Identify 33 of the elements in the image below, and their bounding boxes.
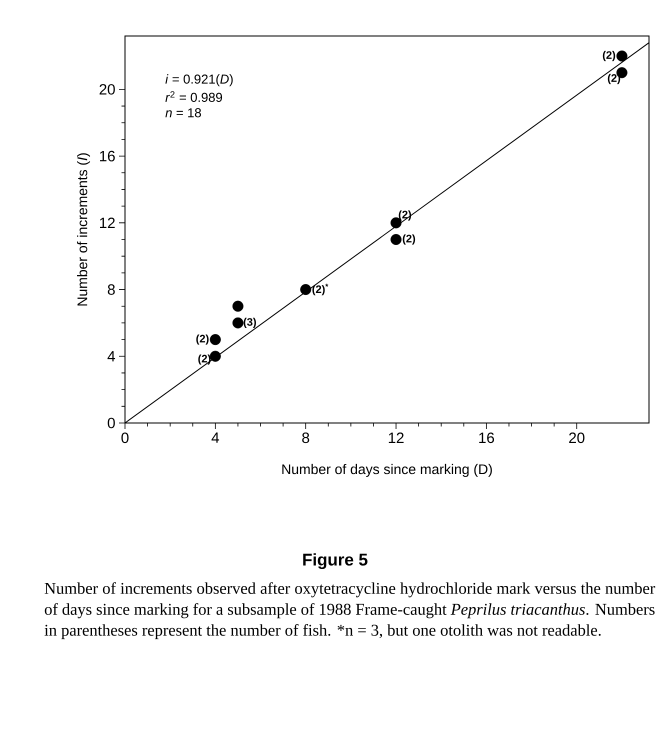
annotation: n = 18 — [165, 108, 201, 118]
y-tick-label: 16 — [100, 150, 115, 162]
y-tick-label: 4 — [108, 351, 116, 362]
annotation: (2) — [196, 334, 209, 345]
y-tick-label: 20 — [100, 84, 115, 95]
y-tick-label: 0 — [108, 418, 115, 428]
text: Figure 5 — [303, 553, 368, 570]
point — [300, 284, 312, 296]
x-tick-label: 16 — [479, 432, 494, 444]
point — [232, 317, 244, 328]
x-tick-label: 0 — [121, 432, 129, 444]
y-axis-title: Number of increments (I) — [77, 153, 90, 306]
x-axis-title: Number of days since marking (D) — [282, 464, 492, 477]
point — [232, 300, 244, 312]
annotation: r$^{2}$ = 0.989 — [165, 91, 222, 102]
text: Number of increments observed after oxytetracycline hydrochloride mark versus the number of days since marking for a subsample of 1988 Frame-caught Peprilus triacanthus. Numbers in parentheses represent the number of fish. *n = 3, but one otolith was not readable. — [44, 582, 656, 640]
annotation: (2) — [398, 210, 412, 221]
x-tick-label: 12 — [388, 432, 404, 443]
y-tick-label: 8 — [108, 284, 115, 295]
point — [210, 350, 221, 362]
x-tick-label: 8 — [302, 432, 310, 444]
x-tick-label: 4 — [212, 432, 220, 443]
point — [210, 334, 221, 346]
annotation: (2) — [198, 354, 211, 365]
annotation: i = 0.921(D) — [165, 74, 233, 86]
annotation: (2) — [602, 50, 616, 62]
point — [390, 234, 402, 245]
annotation: (2) — [402, 234, 416, 245]
annotation: (2)$^{*}$ — [312, 284, 328, 296]
annotation: (3) — [244, 318, 256, 328]
y-tick-label: 12 — [100, 218, 115, 228]
point — [616, 50, 628, 62]
x-tick-label: 20 — [569, 432, 584, 444]
